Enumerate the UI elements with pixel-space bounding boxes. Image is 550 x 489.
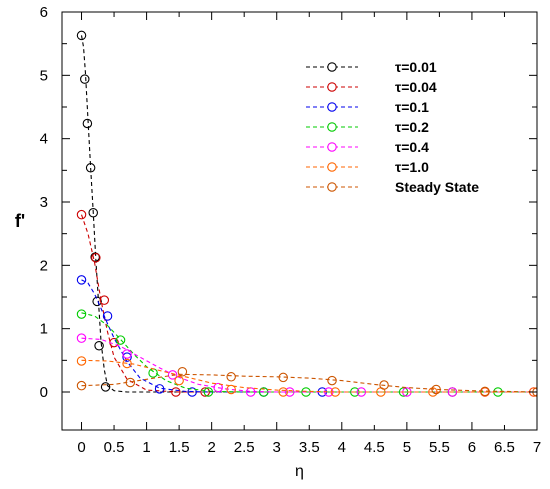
series-4-line — [81, 312, 537, 393]
legend-label: τ=0.01 — [395, 59, 437, 75]
legend-label: τ=0.04 — [395, 79, 437, 95]
series-group — [76, 30, 537, 397]
series-1-point — [76, 30, 87, 41]
series-7-point — [327, 375, 337, 386]
series-1-point — [90, 252, 100, 262]
series-3-line — [81, 279, 537, 393]
series-2-point — [91, 252, 101, 263]
y-tick-label: 5 — [40, 67, 48, 84]
axes: 0 0.5 1 1.5 2 2.5 3 3.5 4 4.5 5 5.5 6 6.5 7 0 1 2 3 4 5 6 η f' — [15, 4, 541, 480]
legend-label: τ=0.1 — [395, 99, 429, 115]
legend-marker — [327, 182, 337, 192]
series-1-point — [92, 296, 102, 307]
series-2-point — [99, 295, 110, 305]
x-tick-label: 0.5 — [104, 439, 125, 456]
y-tick-label: 3 — [40, 194, 48, 211]
series-5-point — [284, 387, 295, 397]
y-tick-label: 0 — [40, 384, 48, 401]
series-1-point — [94, 341, 104, 351]
x-tick-label: 5.5 — [429, 439, 450, 456]
series-1-point — [100, 382, 111, 392]
x-tick-label: 6.5 — [494, 439, 515, 456]
y-tick-label: 4 — [40, 131, 48, 148]
series-1-point — [80, 74, 90, 84]
series-7-point — [379, 380, 389, 390]
x-tick-label: 2.5 — [234, 439, 255, 456]
series-5-point — [167, 370, 178, 380]
series-6-line — [81, 359, 537, 393]
series-3-point — [76, 275, 87, 285]
series-6-point — [122, 358, 132, 369]
x-tick-label: 2 — [207, 439, 215, 456]
series-7-point — [177, 366, 188, 377]
x-tick-label: 6 — [468, 439, 476, 456]
series-6-point — [278, 387, 288, 397]
series-7-point — [431, 384, 441, 395]
series-6-point — [330, 387, 341, 397]
series-7-point — [125, 377, 136, 388]
legend-label: Steady State — [395, 179, 479, 195]
x-tick-label: 1 — [142, 439, 150, 456]
series-7-point — [278, 372, 288, 383]
series-6-point — [226, 384, 236, 395]
series-3-point — [102, 311, 113, 321]
x-tick-label: 4 — [338, 439, 346, 456]
x-tick-label: 4.5 — [364, 439, 385, 456]
series-2-point — [200, 387, 210, 397]
x-axis-label: η — [295, 463, 304, 480]
series-4-point — [76, 309, 87, 319]
series-3-point — [154, 384, 165, 394]
y-tick-label: 2 — [40, 257, 48, 274]
series-2-point — [76, 209, 87, 220]
legend-marker — [327, 82, 337, 92]
legend-label: τ=0.4 — [395, 139, 429, 155]
plot-area — [76, 30, 537, 397]
series-6-point — [76, 356, 87, 366]
y-tick-label: 6 — [40, 4, 48, 21]
legend-marker — [327, 102, 337, 112]
series-7-point — [226, 372, 236, 382]
series-3-point — [122, 352, 132, 362]
x-tick-label: 1.5 — [169, 439, 190, 456]
legend-label: τ=1.0 — [395, 159, 429, 175]
legend-marker — [327, 122, 337, 132]
series-6-point — [428, 387, 438, 397]
legend-marker — [327, 142, 337, 152]
x-tick-label: 3.5 — [299, 439, 320, 456]
legend-label: τ=0.2 — [395, 119, 429, 135]
series-5-point — [76, 333, 87, 343]
series-1-line — [80, 35, 537, 393]
series-3-point — [187, 387, 197, 397]
series-5-point — [356, 387, 367, 397]
series-7-line — [81, 373, 537, 393]
legend-marker — [327, 62, 337, 72]
series-4-point — [115, 335, 126, 345]
series-2-point — [171, 387, 181, 397]
y-tick-label: 1 — [40, 321, 48, 338]
plot-frame — [61, 11, 538, 431]
series-1-point — [88, 208, 98, 218]
x-tick-label: 0 — [77, 439, 85, 456]
y-axis-label: f' — [15, 211, 25, 231]
series-6-point — [174, 375, 184, 386]
series-5-point — [122, 349, 132, 359]
series-7-point — [76, 380, 87, 391]
series-5-point — [213, 382, 223, 393]
series-4-point — [203, 387, 214, 397]
x-tick-label: 7 — [533, 439, 541, 456]
series-1-point — [82, 118, 93, 129]
series-1-point — [85, 163, 96, 173]
series-5-line — [81, 337, 537, 393]
legend-marker — [327, 162, 337, 172]
x-tick-label: 3 — [273, 439, 281, 456]
x-tick-label: 5 — [403, 439, 411, 456]
legend: τ=0.01 τ=0.04 τ=0.1 τ=0.2 τ=0.4 τ=1.0 Steady S… — [306, 59, 479, 195]
series-7-point — [480, 386, 490, 397]
